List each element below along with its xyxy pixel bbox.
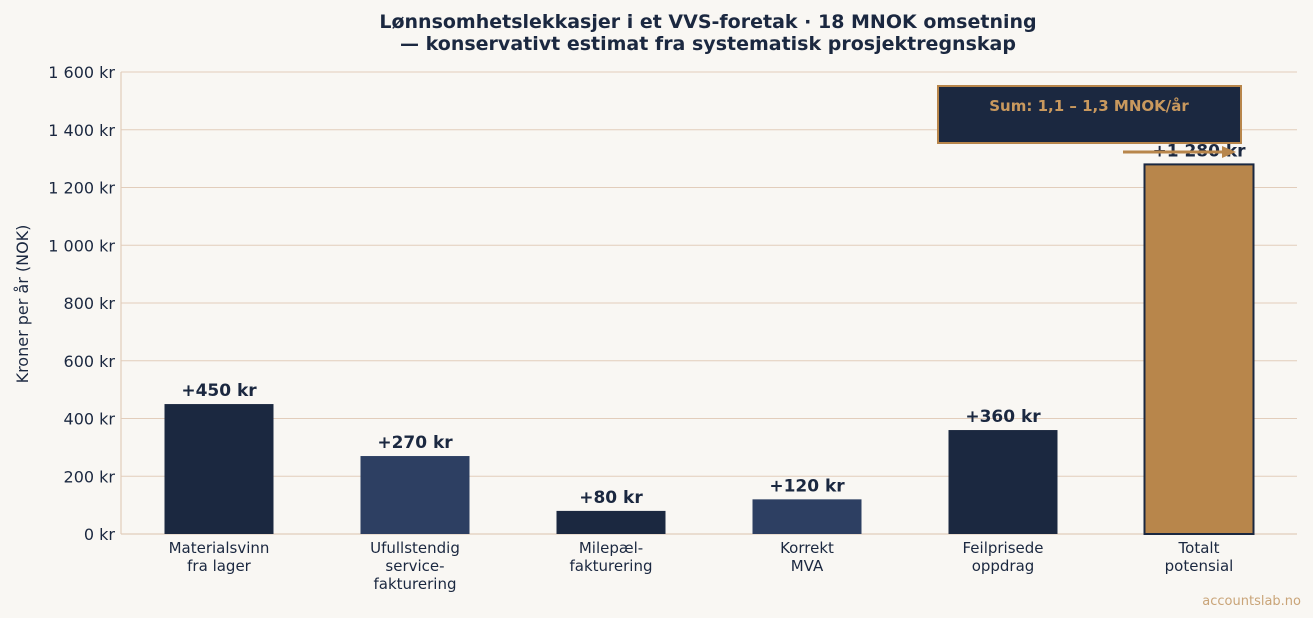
bar [752, 499, 862, 534]
y-tick-label: 1 200 kr [48, 179, 115, 198]
watermark: accountslab.no [1202, 594, 1301, 609]
value-label: +120 kr [769, 476, 845, 496]
annotation-box [937, 85, 1242, 144]
category-label: Totalt [1178, 539, 1220, 557]
bar [948, 430, 1058, 534]
category-label: oppdrag [972, 557, 1035, 575]
y-tick-label: 800 kr [64, 294, 116, 313]
y-tick-label: 1 600 kr [48, 63, 115, 82]
value-label: +80 kr [579, 488, 643, 508]
value-label: +450 kr [181, 381, 257, 401]
y-tick-label: 400 kr [64, 410, 116, 429]
category-label: Ufullstendig [370, 539, 460, 557]
category-label: Feilprisede [962, 539, 1043, 557]
value-label: +360 kr [965, 407, 1041, 427]
category-label: MVA [791, 557, 824, 575]
category-label: fakturering [570, 557, 653, 575]
bar [164, 404, 274, 534]
category-label: service- [385, 557, 444, 575]
bar [360, 456, 470, 534]
category-label: Korrekt [780, 539, 834, 557]
bar-total [1143, 163, 1255, 535]
bars [164, 163, 1255, 535]
chart-title-line-2: — konservativt estimat fra systematisk p… [400, 33, 1016, 55]
annotation-callout: Sum: 1,1 – 1,3 MNOK/år [937, 85, 1242, 158]
category-label: Milepæl- [579, 539, 643, 557]
category-label: fakturering [374, 575, 457, 593]
bar [556, 510, 666, 534]
axes [120, 72, 1297, 535]
category-label: Materialsvinn [169, 539, 270, 557]
y-tick-label: 0 kr [84, 525, 116, 544]
chart-title-line-1: Lønnsomhetslekkasjer i et VVS-foretak · … [379, 11, 1036, 33]
y-tick-label: 600 kr [64, 352, 116, 371]
category-label: potensial [1165, 557, 1234, 575]
category-label: fra lager [187, 557, 252, 575]
y-axis-label: Kroner per år (NOK) [13, 225, 32, 384]
y-tick-label: 1 400 kr [48, 121, 115, 140]
annotation-arrowhead [1222, 146, 1236, 158]
value-labels: +450 kr+270 kr+80 kr+120 kr+360 kr+1 280… [181, 141, 1246, 508]
annotation-text: Sum: 1,1 – 1,3 MNOK/år [989, 97, 1189, 115]
y-tick-label: 1 000 kr [48, 236, 115, 255]
value-label: +270 kr [377, 433, 453, 453]
y-tick-label: 200 kr [64, 467, 116, 486]
y-tick-labels: 0 kr 200 kr 400 kr 600 kr 800 kr 1 000 kr 1 20… [48, 63, 115, 544]
